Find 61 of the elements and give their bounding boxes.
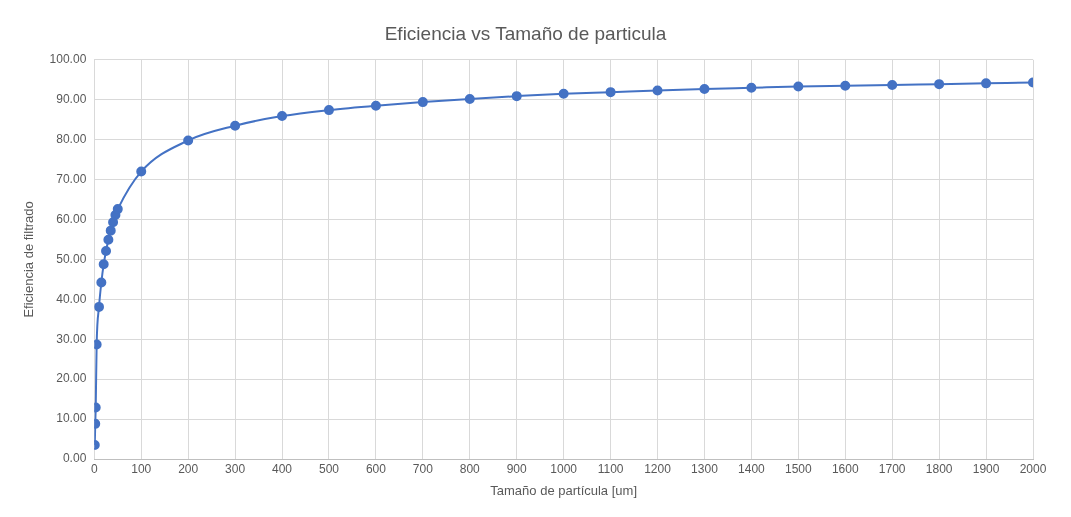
point xyxy=(277,111,288,122)
point xyxy=(136,166,147,177)
x-tick-label: 100 xyxy=(131,461,152,476)
point xyxy=(699,83,710,94)
point xyxy=(96,277,107,288)
point xyxy=(981,78,992,89)
y-tick-label: 0.00 xyxy=(62,451,87,466)
point xyxy=(934,79,945,90)
y-tick-label: 10.00 xyxy=(56,411,87,426)
x-tick-label: 2000 xyxy=(1019,461,1047,476)
y-axis-title: Eficiencia de filtrado xyxy=(21,201,37,318)
point xyxy=(746,82,757,93)
x-tick-label: 1600 xyxy=(831,461,859,476)
point xyxy=(652,85,663,96)
x-tick-label: 1400 xyxy=(738,461,766,476)
y-tick-label: 70.00 xyxy=(56,171,87,186)
x-tick-label: 400 xyxy=(272,461,293,476)
x-tick-label: 1200 xyxy=(644,461,672,476)
y-tick-label: 20.00 xyxy=(56,371,87,386)
point xyxy=(793,81,804,92)
point xyxy=(887,79,898,90)
point xyxy=(94,301,104,312)
point xyxy=(417,97,428,108)
point xyxy=(323,105,334,116)
point xyxy=(98,259,109,270)
y-tick-label: 80.00 xyxy=(56,131,87,146)
x-tick-label: 0 xyxy=(90,461,98,476)
x-tick-label: 200 xyxy=(178,461,199,476)
point xyxy=(183,135,194,146)
x-tick-label: 500 xyxy=(318,461,340,476)
x-tick-label: 1100 xyxy=(597,461,624,476)
point xyxy=(840,80,851,91)
point xyxy=(112,204,123,215)
point xyxy=(103,234,114,245)
x-tick-label: 600 xyxy=(365,461,387,476)
point xyxy=(105,225,116,236)
x-tick-label: 700 xyxy=(412,461,434,476)
point xyxy=(558,88,569,99)
point xyxy=(464,93,475,104)
y-tick-label: 40.00 xyxy=(56,291,87,306)
point xyxy=(511,91,522,102)
x-tick-label: 1800 xyxy=(925,461,953,476)
y-tick-label: 50.00 xyxy=(56,251,87,266)
x-tick-label: 800 xyxy=(459,461,481,476)
point xyxy=(230,120,241,131)
y-tick-label: 30.00 xyxy=(56,331,87,346)
y-tick-label: 60.00 xyxy=(56,211,87,226)
y-tick-label: 100.00 xyxy=(49,52,87,67)
x-tick-label: 900 xyxy=(506,461,528,476)
point xyxy=(370,100,381,111)
x-tick-label: 300 xyxy=(225,461,246,476)
y-tick-label: 90.00 xyxy=(56,92,87,107)
x-tick-label: 1300 xyxy=(691,461,719,476)
x-tick-label: 1700 xyxy=(878,461,906,476)
x-tick-label: 1900 xyxy=(972,461,1000,476)
x-axis-title: Tamaño de partícula [um] xyxy=(490,482,637,498)
x-tick-label: 1500 xyxy=(784,461,812,476)
point xyxy=(101,246,112,257)
point xyxy=(605,87,616,98)
chart-title: Eficiencia vs Tamaño de particula xyxy=(384,22,667,44)
x-tick-label: 1000 xyxy=(550,461,578,476)
